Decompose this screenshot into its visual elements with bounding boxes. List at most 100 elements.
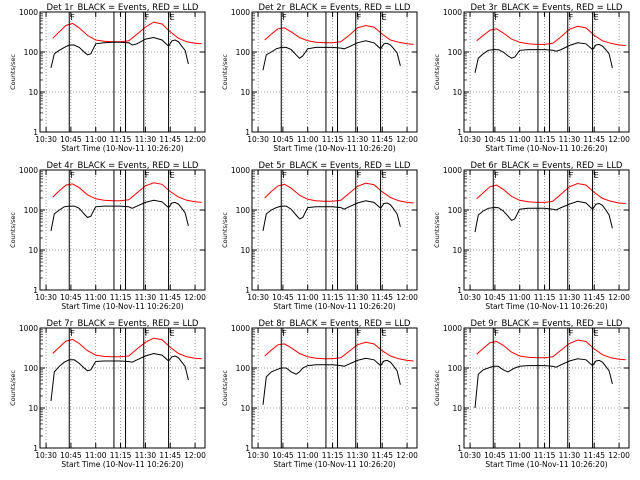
- x-tick-label: 11:15: [322, 135, 344, 144]
- x-axis-label: Start Time (10-Nov-11 10:26:20): [273, 460, 395, 469]
- y-tick-label: 1: [33, 444, 38, 453]
- x-tick-label: 11:45: [583, 451, 605, 460]
- chart-title: Det 3r_BLACK = Events, RED = LLD: [471, 3, 623, 13]
- time-marker-label: F: [145, 329, 150, 338]
- x-tick-label: 10:30: [247, 293, 269, 302]
- lld-series-line: [52, 337, 202, 360]
- time-marker-label: E: [594, 171, 599, 180]
- x-tick-label: 11:45: [159, 135, 181, 144]
- x-tick-label: 11:45: [159, 451, 181, 460]
- time-marker-label: E: [382, 171, 387, 180]
- y-tick-label: 1000: [19, 166, 38, 175]
- x-tick-label: 11:30: [559, 451, 581, 460]
- time-marker-label: F: [70, 13, 75, 22]
- x-tick-label: 11:45: [159, 293, 181, 302]
- time-marker-label: F: [569, 329, 574, 338]
- x-tick-label: 12:00: [184, 293, 206, 302]
- y-tick-label: 10: [28, 404, 38, 413]
- time-marker-label: F: [282, 171, 287, 180]
- time-marker-label: F: [569, 171, 574, 180]
- x-tick-label: 11:00: [509, 451, 531, 460]
- time-marker-label: F: [145, 13, 150, 22]
- x-tick-label: 11:00: [85, 293, 107, 302]
- y-tick-label: 1: [457, 128, 462, 137]
- y-tick-label: 1000: [231, 8, 250, 17]
- lld-series-line: [52, 182, 202, 203]
- x-axis-label: Start Time (10-Nov-11 10:26:20): [61, 302, 183, 311]
- x-axis-label: Start Time (10-Nov-11 10:26:20): [485, 302, 607, 311]
- x-tick-label: 11:30: [135, 293, 157, 302]
- x-tick-label: 11:00: [297, 135, 319, 144]
- lld-series-line: [264, 182, 414, 204]
- x-tick-label: 10:45: [484, 135, 506, 144]
- x-tick-label: 12:00: [396, 135, 418, 144]
- chart-panel-9: Det 9r_BLACK = Events, RED = LLD 1 10 100 10…: [433, 319, 630, 469]
- y-tick-label: 1: [245, 286, 250, 295]
- y-tick-label: 10: [28, 88, 38, 97]
- chart-title: Det 8r_BLACK = Events, RED = LLD: [259, 319, 411, 329]
- lld-series-line: [264, 341, 414, 362]
- time-marker-label: F: [494, 171, 499, 180]
- time-marker-label: E: [382, 329, 387, 338]
- x-tick-label: 11:00: [85, 451, 107, 460]
- chart-title: Det 4r_BLACK = Events, RED = LLD: [47, 161, 199, 171]
- y-tick-label: 1: [457, 286, 462, 295]
- x-tick-label: 11:30: [559, 293, 581, 302]
- x-tick-label: 11:45: [371, 451, 393, 460]
- y-tick-label: 100: [24, 206, 39, 215]
- chart-title: Det 7r_BLACK = Events, RED = LLD: [47, 319, 199, 329]
- y-tick-label: 100: [236, 48, 251, 57]
- x-axis-label: Start Time (10-Nov-11 10:26:20): [273, 302, 395, 311]
- plot-frame: [463, 327, 630, 449]
- chart-panel-7: Det 7r_BLACK = Events, RED = LLD 1 10 100 10…: [9, 319, 206, 469]
- time-marker-label: F: [282, 13, 287, 22]
- y-tick-label: 1000: [19, 324, 38, 333]
- x-tick-label: 11:15: [110, 135, 132, 144]
- y-tick-label: 100: [236, 364, 251, 373]
- time-marker-label: F: [357, 329, 362, 338]
- time-marker-label: E: [170, 329, 175, 338]
- plot-frame: [463, 11, 630, 133]
- chart-title: Det 6r_BLACK = Events, RED = LLD: [471, 161, 623, 171]
- x-tick-label: 10:30: [35, 451, 57, 460]
- time-marker-label: E: [594, 13, 599, 22]
- time-marker-label: F: [357, 13, 362, 22]
- x-tick-label: 10:30: [35, 135, 57, 144]
- x-tick-label: 10:45: [272, 293, 294, 302]
- lld-series-line: [52, 21, 202, 45]
- x-tick-label: 11:00: [509, 293, 531, 302]
- x-tick-label: 11:15: [322, 293, 344, 302]
- x-tick-label: 10:30: [35, 293, 57, 302]
- y-axis-label: Counts/sec: [433, 54, 441, 90]
- x-axis-label: Start Time (10-Nov-11 10:26:20): [61, 460, 183, 469]
- y-tick-label: 1: [245, 128, 250, 137]
- x-tick-label: 11:30: [347, 135, 369, 144]
- chart-title: Det 5r_BLACK = Events, RED = LLD: [259, 161, 411, 171]
- events-series-line: [262, 200, 401, 231]
- time-marker-label: F: [145, 171, 150, 180]
- y-tick-label: 10: [28, 246, 38, 255]
- x-tick-label: 12:00: [184, 451, 206, 460]
- x-axis-label: Start Time (10-Nov-11 10:26:20): [61, 144, 183, 153]
- x-tick-label: 11:00: [297, 451, 319, 460]
- chart-panel-1: Det 1r_BLACK = Events, RED = LLD 1 10 100 10…: [9, 3, 206, 153]
- x-tick-label: 12:00: [184, 135, 206, 144]
- time-marker-label: E: [170, 13, 175, 22]
- y-axis-label: Counts/sec: [9, 212, 17, 248]
- x-axis-label: Start Time (10-Nov-11 10:26:20): [273, 144, 395, 153]
- events-series-line: [474, 42, 613, 74]
- y-tick-label: 1: [33, 128, 38, 137]
- x-tick-label: 11:30: [347, 293, 369, 302]
- events-series-line: [50, 36, 189, 69]
- x-tick-label: 11:30: [135, 451, 157, 460]
- x-tick-label: 11:30: [347, 451, 369, 460]
- plot-frame: [39, 169, 206, 291]
- chart-title: Det 1r_BLACK = Events, RED = LLD: [47, 3, 199, 13]
- lld-series-line: [476, 339, 626, 361]
- x-tick-label: 12:00: [608, 451, 630, 460]
- y-tick-label: 100: [24, 48, 39, 57]
- x-tick-label: 11:15: [110, 451, 132, 460]
- x-tick-label: 12:00: [396, 293, 418, 302]
- y-axis-label: Counts/sec: [221, 54, 229, 90]
